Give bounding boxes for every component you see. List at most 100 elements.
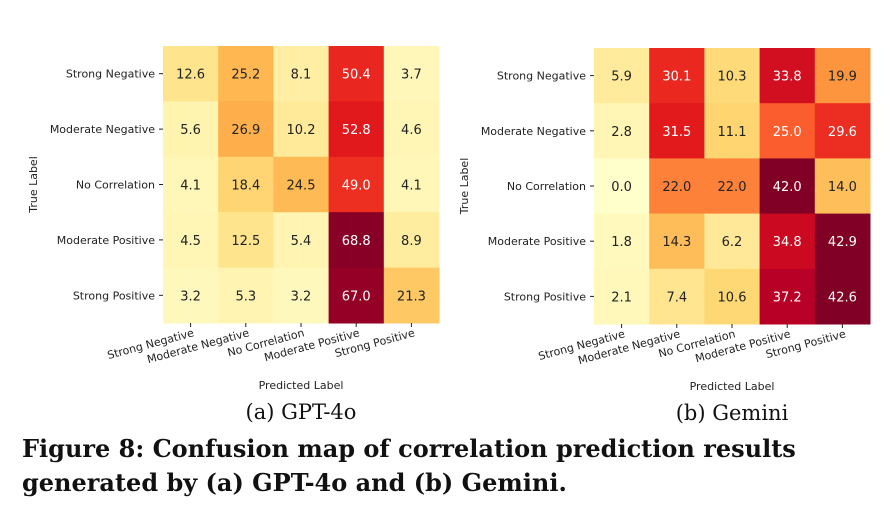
heatmap-cell	[759, 268, 816, 325]
heatmap-cell	[594, 268, 650, 325]
heatmap-cell	[328, 46, 385, 102]
cell-value-label: 19.9	[828, 70, 857, 85]
cell-value-label: 4.5	[180, 234, 201, 249]
heatmap-cell	[704, 213, 761, 270]
cell-value-label: 4.1	[180, 179, 201, 194]
cell-value-label: 4.6	[401, 123, 422, 138]
cell-value-label: 37.2	[773, 290, 802, 305]
heatmap-cell	[163, 101, 219, 158]
cell-value-label: 26.9	[231, 123, 260, 138]
cell-value-label: 34.8	[773, 235, 802, 250]
cell-value-label: 6.2	[722, 235, 743, 250]
heatmap-cell	[704, 268, 761, 325]
heatmap-cell	[218, 212, 274, 269]
cell-value-label: 8.9	[401, 234, 422, 249]
heatmap-cell	[328, 101, 385, 158]
heatmap-cell	[704, 48, 761, 104]
heatmap-cell	[328, 156, 385, 213]
heatmap-cell	[594, 213, 650, 270]
heatmap-cell	[649, 268, 705, 325]
heatmap-cell	[383, 267, 440, 324]
cell-value-label: 25.0	[773, 125, 802, 140]
cell-value-label: 2.8	[611, 125, 632, 140]
cell-value-label: 12.6	[176, 68, 205, 83]
cell-value-label: 68.8	[342, 234, 371, 249]
heatmap-cell	[273, 212, 330, 269]
heatmap-cell	[273, 156, 330, 213]
subfigure-caption: (a) GPT-4o	[246, 400, 357, 424]
heatmap-cell	[649, 103, 705, 159]
y-tick-label: Strong Negative	[66, 68, 155, 81]
y-tick-label: Strong Positive	[73, 289, 155, 302]
cell-value-label: 10.3	[718, 70, 747, 85]
heatmap-b: 5.9 30.1 10.3 33.8 19.9 2.8 31.5 11.1 25.0 29.6 0.…	[458, 48, 871, 425]
cell-value-label: 1.8	[611, 235, 632, 250]
heatmap-cell	[273, 267, 330, 324]
cell-value-label: 5.3	[235, 289, 256, 304]
heatmap-cell	[273, 101, 330, 158]
heatmap-cell	[218, 46, 274, 102]
cell-value-label: 10.6	[718, 290, 747, 305]
cell-value-label: 22.0	[718, 180, 747, 195]
y-tick-label: No Correlation	[76, 179, 155, 192]
cell-value-label: 2.1	[611, 290, 632, 305]
heatmap-cell	[218, 156, 274, 213]
cell-value-label: 49.0	[342, 179, 371, 194]
y-tick-label: Strong Negative	[497, 70, 586, 83]
subfigure-caption: (b) Gemini	[676, 401, 789, 425]
heatmap-cell	[328, 212, 385, 269]
cell-value-label: 42.0	[773, 180, 802, 195]
cell-value-label: 3.2	[180, 289, 201, 304]
figure-canvas: 12.6 25.2 8.1 50.4 3.7 5.6 26.9 10.2 52.8 4.6 4.1 1…	[27, 46, 871, 425]
cell-value-label: 11.1	[718, 125, 747, 140]
cell-value-label: 24.5	[287, 179, 316, 194]
heatmap-cell	[273, 46, 330, 102]
heatmap-cell	[328, 267, 385, 324]
heatmap-cell	[163, 212, 219, 269]
cell-value-label: 14.0	[828, 180, 857, 195]
cell-value-label: 42.9	[828, 235, 857, 250]
y-tick-label: Strong Positive	[504, 290, 586, 303]
cell-value-label: 18.4	[231, 179, 260, 194]
heatmap-cell	[163, 46, 219, 102]
cell-value-label: 7.4	[666, 290, 687, 305]
heatmap-cell	[759, 213, 816, 270]
heatmap-cell	[383, 46, 440, 102]
cell-value-label: 21.3	[397, 289, 426, 304]
heatmap-cell	[218, 101, 274, 158]
cell-value-label: 5.9	[611, 70, 632, 85]
heatmap-cell	[814, 268, 871, 325]
heatmap-cell	[594, 103, 650, 159]
heatmap-cell	[814, 48, 871, 104]
cell-value-label: 4.1	[401, 179, 422, 194]
heatmap-cell	[649, 213, 705, 270]
heatmap-cell	[383, 156, 440, 213]
cell-value-label: 31.5	[662, 125, 691, 140]
y-tick-label: Moderate Positive	[488, 235, 586, 248]
cell-value-label: 3.2	[291, 289, 312, 304]
cell-value-label: 12.5	[231, 234, 260, 249]
x-axis-label: Predicted Label	[259, 379, 344, 392]
heatmap-cell	[163, 267, 219, 324]
figure-caption: Figure 8: Confusion map of correlation p…	[22, 434, 796, 497]
x-axis-label: Predicted Label	[690, 380, 775, 393]
cell-value-label: 67.0	[342, 289, 371, 304]
heatmap-cell	[814, 158, 871, 215]
cell-value-label: 5.4	[291, 234, 312, 249]
heatmap-cell	[704, 103, 761, 159]
cell-value-label: 5.6	[180, 123, 201, 138]
heatmap-cell	[649, 158, 705, 215]
cell-value-label: 14.3	[662, 235, 691, 250]
cell-value-label: 3.7	[401, 68, 422, 83]
cell-value-label: 42.6	[828, 290, 857, 305]
heatmap-cell	[163, 156, 219, 213]
cell-value-label: 25.2	[231, 68, 260, 83]
cell-value-label: 10.2	[287, 123, 316, 138]
heatmap-cell	[759, 158, 816, 215]
heatmap-cell	[594, 48, 650, 104]
y-tick-label: Moderate Negative	[481, 125, 586, 138]
cell-value-label: 22.0	[662, 180, 691, 195]
heatmap-cell	[814, 213, 871, 270]
y-tick-label: Moderate Negative	[50, 123, 155, 136]
y-axis-label: True Label	[27, 156, 40, 214]
